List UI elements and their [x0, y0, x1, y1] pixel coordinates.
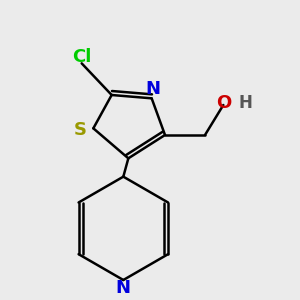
- Text: S: S: [74, 121, 86, 139]
- Text: N: N: [116, 279, 131, 297]
- Text: Cl: Cl: [72, 48, 92, 66]
- Text: O: O: [216, 94, 231, 112]
- Text: N: N: [146, 80, 161, 98]
- Text: H: H: [238, 94, 252, 112]
